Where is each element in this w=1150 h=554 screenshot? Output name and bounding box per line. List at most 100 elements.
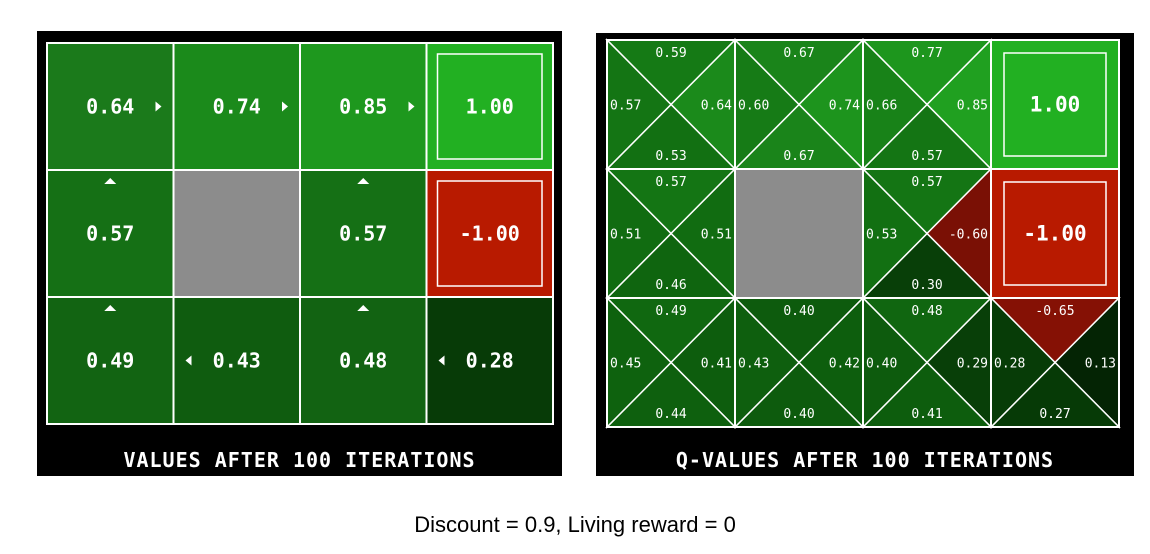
qvalues-panel-title: Q-VALUES AFTER 100 ITERATIONS xyxy=(675,448,1055,472)
q-cell-r1-c0: 0.57 0.51 0.46 0.51 xyxy=(605,167,737,300)
value-label: 1.00 xyxy=(466,95,514,119)
value-cell-r2-c3: 0.28 xyxy=(425,296,554,425)
q-value-e: 0.51 xyxy=(701,228,732,243)
terminal-marker xyxy=(1003,52,1107,157)
cell-background xyxy=(172,42,301,171)
qvalues-grid: 0.59 0.64 0.53 0.57 0.67 0.74 0.67 0.60 0.77 0.85… xyxy=(605,38,1121,429)
q-cell-r2-c3: -0.65 0.13 0.27 0.28 xyxy=(989,296,1121,429)
value-label: 0.57 xyxy=(339,222,387,246)
q-value-e: 0.64 xyxy=(701,99,732,114)
wall-cell xyxy=(734,168,864,299)
caption: Discount = 0.9, Living reward = 0 xyxy=(414,512,736,537)
value-label: 0.74 xyxy=(213,95,261,119)
terminal-value: -1.00 xyxy=(1023,222,1086,246)
q-value-n: 0.40 xyxy=(783,304,814,319)
q-cell-r0-c3: 1.00 xyxy=(990,39,1120,170)
q-value-e: 0.85 xyxy=(957,99,988,114)
terminal-value: 1.00 xyxy=(1030,93,1081,117)
arrow-up-icon xyxy=(357,178,370,184)
q-value-e: 0.42 xyxy=(829,357,860,372)
q-value-n: 0.57 xyxy=(911,175,942,190)
q-value-n: 0.48 xyxy=(911,304,942,319)
arrow-right-icon xyxy=(282,101,288,112)
q-value-n: 0.77 xyxy=(911,46,942,61)
value-cell-r1-c3: -1.00 xyxy=(425,169,554,298)
q-cell-r2-c2: 0.48 0.29 0.41 0.40 xyxy=(861,296,993,429)
q-value-w: 0.66 xyxy=(866,99,897,114)
arrow-right-icon xyxy=(408,101,415,112)
value-label: 0.43 xyxy=(213,349,261,373)
q-value-w: 0.40 xyxy=(866,357,897,372)
value-cell-r1-c1 xyxy=(172,169,301,298)
q-value-s: 0.41 xyxy=(911,407,942,422)
value-cell-r2-c2: 0.48 xyxy=(299,296,428,425)
arrow-up-icon xyxy=(357,305,370,311)
value-cell-r1-c0: 0.57 xyxy=(46,169,175,298)
value-label: 0.57 xyxy=(86,222,134,246)
value-label: 0.28 xyxy=(466,349,514,373)
arrow-right-icon xyxy=(155,101,162,112)
cell-background xyxy=(425,296,554,425)
arrow-up-icon xyxy=(104,178,117,184)
terminal-marker xyxy=(1003,181,1107,286)
q-value-w: 0.28 xyxy=(994,357,1025,372)
value-cell-r2-c1: 0.43 xyxy=(172,296,301,425)
q-value-w: 0.43 xyxy=(738,357,769,372)
q-value-n: 0.49 xyxy=(655,304,686,319)
q-cell-r1-c1 xyxy=(734,168,864,299)
terminal-cell xyxy=(990,168,1120,299)
q-cell-r1-c2: 0.57 -0.60 0.30 0.53 xyxy=(861,167,993,300)
value-cell-r0-c0: 0.64 xyxy=(46,42,175,171)
q-value-n: 0.59 xyxy=(655,46,686,61)
value-cell-r0-c3: 1.00 xyxy=(425,42,554,171)
q-value-s: 0.30 xyxy=(911,278,942,293)
q-value-s: 0.53 xyxy=(655,149,686,164)
q-value-e: 0.13 xyxy=(1085,357,1116,372)
q-value-s: 0.57 xyxy=(911,149,942,164)
q-value-n: -0.65 xyxy=(1035,304,1074,319)
qvalues-panel: 0.59 0.64 0.53 0.57 0.67 0.74 0.67 0.60 0.77 0.85… xyxy=(596,33,1134,476)
q-value-s: 0.44 xyxy=(655,407,686,422)
value-cell-r0-c2: 0.85 xyxy=(299,42,428,171)
q-cell-r1-c3: -1.00 xyxy=(990,168,1120,299)
terminal-cell xyxy=(990,39,1120,170)
q-cell-r2-c1: 0.40 0.42 0.40 0.43 xyxy=(733,296,865,429)
cell-background xyxy=(172,169,301,298)
q-value-w: 0.53 xyxy=(866,228,897,243)
terminal-marker xyxy=(436,180,543,287)
values-panel-title: VALUES AFTER 100 ITERATIONS xyxy=(123,448,476,472)
arrow-left-icon xyxy=(438,355,445,366)
arrow-up-icon xyxy=(104,305,117,311)
values-panel: 0.64 0.74 0.85 1.00 0.57 0.57 -1.00 0.49 0.43 0.4… xyxy=(37,31,562,476)
arrow-left-icon xyxy=(185,355,192,366)
q-value-w: 0.51 xyxy=(610,228,641,243)
q-value-s: 0.27 xyxy=(1039,407,1070,422)
q-value-n: 0.57 xyxy=(655,175,686,190)
q-cell-r0-c0: 0.59 0.64 0.53 0.57 xyxy=(605,38,737,171)
q-value-e: 0.74 xyxy=(829,99,860,114)
value-label: 0.49 xyxy=(86,349,134,373)
q-value-n: 0.67 xyxy=(783,46,814,61)
cell-background xyxy=(299,42,428,171)
value-label: -1.00 xyxy=(460,222,520,246)
q-value-w: 0.45 xyxy=(610,357,641,372)
q-value-s: 0.67 xyxy=(783,149,814,164)
value-cell-r1-c2: 0.57 xyxy=(299,169,428,298)
q-value-e: -0.60 xyxy=(949,228,988,243)
q-cell-r2-c0: 0.49 0.41 0.44 0.45 xyxy=(605,296,737,429)
q-value-w: 0.60 xyxy=(738,99,769,114)
q-value-e: 0.41 xyxy=(701,357,732,372)
cell-background xyxy=(46,42,175,171)
q-value-s: 0.40 xyxy=(783,407,814,422)
terminal-marker xyxy=(436,53,543,160)
value-label: 0.48 xyxy=(339,349,387,373)
q-value-w: 0.57 xyxy=(610,99,641,114)
value-label: 0.85 xyxy=(339,95,387,119)
value-label: 0.64 xyxy=(86,95,134,119)
q-cell-r0-c1: 0.67 0.74 0.67 0.60 xyxy=(733,38,865,171)
cell-background xyxy=(299,296,428,425)
q-value-e: 0.29 xyxy=(957,357,988,372)
value-cell-r0-c1: 0.74 xyxy=(172,42,301,171)
q-value-s: 0.46 xyxy=(655,278,686,293)
values-grid: 0.64 0.74 0.85 1.00 0.57 0.57 -1.00 0.49 0.43 0.4… xyxy=(46,42,554,425)
